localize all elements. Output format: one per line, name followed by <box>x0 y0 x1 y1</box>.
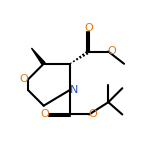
Text: O: O <box>41 109 49 119</box>
Text: O: O <box>108 46 117 56</box>
Text: N: N <box>70 85 78 95</box>
Text: O: O <box>85 23 93 33</box>
Polygon shape <box>31 48 45 65</box>
Text: O: O <box>89 109 97 119</box>
Text: O: O <box>19 74 28 84</box>
